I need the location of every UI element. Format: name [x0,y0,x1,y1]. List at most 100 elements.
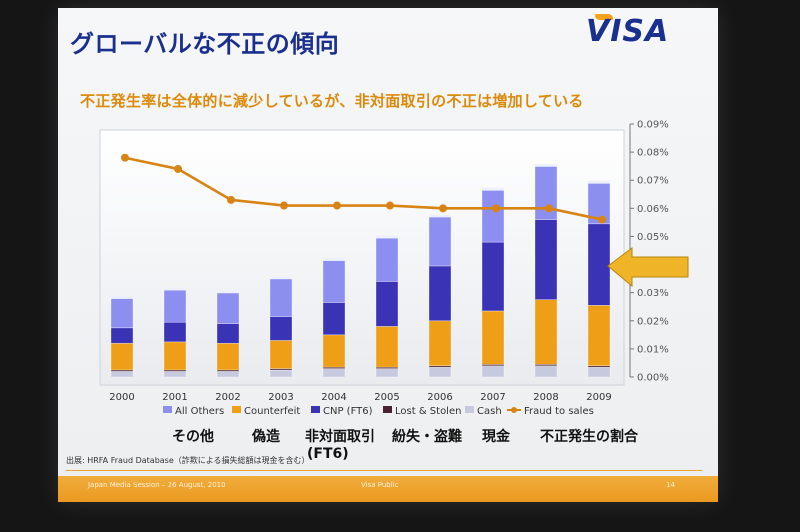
legend-swatch-all-others [163,406,172,413]
x-tick-label-2008: 2008 [533,392,558,403]
source-note: 出展: HRFA Fraud Database（詐欺による損失総額は現金を含む） [66,456,310,465]
footer-rule [66,470,702,471]
right-axis-tick-label: 0.00% [637,373,669,384]
bar-cash-2008 [534,365,558,378]
jp-legend-counterfeit: 偽造 [252,429,280,445]
legend-label-cash: Cash [477,406,502,417]
right-axis-tick-label: 0.08% [637,148,669,159]
bar-cnp-ft6-2003 [269,316,293,341]
point-fraud-to-sales-2004 [333,201,341,210]
bar-cap-2000 [111,295,133,299]
x-tick-label-2003: 2003 [268,392,293,403]
bar-counterfeit-2004 [322,334,346,368]
bar-cnp-ft6-2006 [428,265,452,322]
legend-label-lost-stolen: Lost & Stolen [395,406,461,417]
point-fraud-to-sales-2001 [174,164,182,173]
footer-classification: Visa Public [361,481,399,489]
right-axis-tick-label: 0.02% [637,316,669,327]
x-tick-label-2006: 2006 [427,392,452,403]
point-fraud-to-sales-2000 [121,153,129,162]
legend-label-counterfeit: Counterfeit [244,406,300,417]
bar-cnp-ft6-2007 [481,241,505,312]
legend-label-fraud-to-sales: Fraud to sales [524,406,594,417]
bar-all-others-2001 [163,288,187,323]
bar-cash-2005 [375,368,399,378]
right-axis-tick-label: 0.03% [637,288,669,299]
jp-legend-lost-stolen: 紛失・盗難 [392,429,462,445]
x-tick-label-2002: 2002 [215,392,240,403]
brand-swoosh-icon [595,14,613,20]
legend-marker-fraud-to-sales [511,407,517,413]
bar-cnp-ft6-2002 [216,323,240,344]
bar-cap-2003 [270,276,292,280]
jp-legend-cnp-line1: 非対面取引 [305,429,375,445]
x-tick-label-2000: 2000 [109,392,134,403]
legend-label-cnp-ft6: CNP (FT6) [323,406,373,417]
point-fraud-to-sales-2006 [439,204,447,213]
footer-session: Japan Media Session – 26 August, 2010 [88,481,226,489]
bar-cap-2001 [164,287,186,291]
bar-cash-2000 [110,371,134,378]
bar-cash-2004 [322,368,346,378]
bar-cap-2008 [535,163,557,167]
line-fraud-to-sales [124,156,603,221]
bar-counterfeit-2006 [428,320,452,367]
slide-footer: Japan Media Session – 26 August, 2010 Vi… [58,476,718,502]
bar-all-others-2000 [110,296,134,329]
jp-legend-cnp-line2: (FT6) [307,446,349,462]
bar-counterfeit-2007 [481,310,505,365]
bar-cash-2001 [163,371,187,378]
point-fraud-to-sales-2008 [545,204,553,213]
right-axis-tick-label: 0.07% [637,176,669,187]
legend-label-all-others: All Others [175,406,224,417]
bar-cap-2007 [482,187,504,191]
bar-cap-2009 [588,180,610,184]
bar-cnp-ft6-2009 [587,223,611,306]
bar-counterfeit-2001 [163,341,187,371]
bar-cnp-ft6-2005 [375,281,399,327]
bar-cap-2002 [217,290,239,294]
bar-cnp-ft6-2008 [534,219,558,300]
brand-logo: VISA [586,14,670,49]
bar-cnp-ft6-2000 [110,327,134,344]
point-fraud-to-sales-2002 [227,195,235,204]
bar-all-others-2007 [481,188,505,243]
bar-all-others-2006 [428,215,452,267]
bar-cash-2009 [587,366,611,378]
bar-cap-2006 [429,214,451,218]
right-axis-tick-label: 0.09% [637,120,669,131]
highlight-arrow-icon [607,247,689,288]
bar-cash-2006 [428,366,452,378]
bar-all-others-2003 [269,276,293,317]
point-fraud-to-sales-2005 [386,201,394,210]
bar-counterfeit-2005 [375,326,399,368]
legend-swatch-cash [465,406,474,413]
point-fraud-to-sales-2003 [280,201,288,210]
x-tick-label-2007: 2007 [480,392,505,403]
right-axis-tick-label: 0.01% [637,344,669,355]
point-fraud-to-sales-2009 [598,215,606,224]
bar-cash-2002 [216,371,240,378]
bar-cnp-ft6-2004 [322,302,346,336]
slide-title: グローバルな不正の傾向 [70,30,340,58]
x-tick-label-2001: 2001 [162,392,187,403]
bar-all-others-2008 [534,164,558,220]
footer-page-number: 14 [666,481,675,489]
bar-all-others-2004 [322,258,346,303]
jp-legend-cash: 現金 [482,429,510,445]
right-axis-tick-label: 0.06% [637,204,669,215]
x-tick-label-2005: 2005 [374,392,399,403]
bar-counterfeit-2002 [216,342,240,371]
bar-counterfeit-2008 [534,299,558,365]
bar-cnp-ft6-2001 [163,321,187,343]
x-tick-label-2004: 2004 [321,392,346,403]
point-fraud-to-sales-2007 [492,204,500,213]
slide-subtitle: 不正発生率は全体的に減少しているが、非対面取引の不正は増加している [80,92,584,110]
bar-cash-2007 [481,365,505,378]
bar-counterfeit-2009 [587,305,611,367]
jp-legend-all-others: その他 [172,429,214,445]
right-axis-tick-label: 0.05% [637,232,669,243]
bar-all-others-2002 [216,290,240,324]
